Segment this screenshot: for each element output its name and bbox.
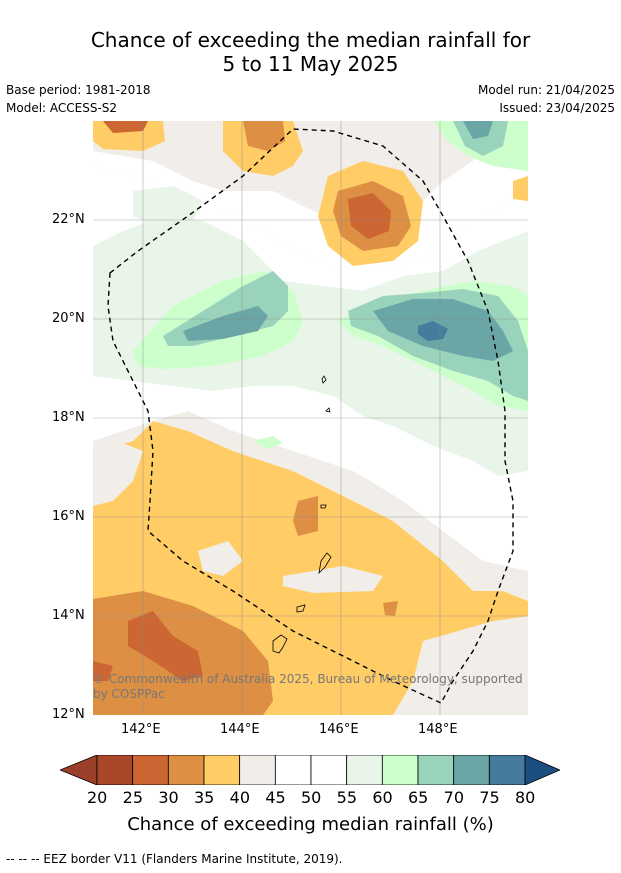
colorbar-cell [453,755,490,785]
model-run: Model run: 21/04/2025 [477,83,615,97]
region-70-75-north [463,121,493,139]
colorbar-tick-label: 65 [408,788,429,807]
colorbar-cell [381,755,419,785]
region-40-45-left [93,441,143,506]
lat-label-22: 22°N [52,212,85,227]
region-65-70-north [453,121,508,156]
colorbar-tick-label: 40 [229,788,251,807]
colorbar-tick-label: 35 [194,788,215,807]
colorbar-cell [310,755,348,785]
colorbar-tick-label: 20 [87,788,108,807]
lon-label-144: 144°E [220,722,260,737]
colorbar-cell [167,755,205,785]
region-60-65-small [253,436,283,449]
colorbar-cell [132,755,169,785]
colorbar-cell [274,755,312,785]
meta-right: Model run: 21/04/2025 Issued: 23/04/2025 [478,81,615,117]
colorbar-cell [417,755,455,785]
region-40-45-south-edge [93,411,528,601]
colorbar-cell [239,755,276,785]
colorbar-low-extend [60,755,98,785]
colorbar-cell [203,755,241,785]
rainfall-map [93,121,528,715]
colorbar-high-extend [524,755,560,785]
lon-label-146: 146°E [319,722,359,737]
colorbar-title: Chance of exceeding median rainfall (%) [127,814,494,835]
colorbar-tick-label: 80 [515,788,536,807]
colorbar [60,755,560,785]
region-25-30-center [348,193,391,239]
lat-label-16: 16°N [52,509,85,524]
region-30-35-patch [293,496,318,536]
eez-footer-note: -- -- -- EEZ border V11 (Flanders Marine… [6,852,343,866]
lat-label-12: 12°N [52,707,85,722]
region-25-30-sw [128,611,203,681]
colorbar-cell [488,755,526,785]
lat-label-18: 18°N [52,410,85,425]
copyright-notice: © Commonwealth of Australia 2025, Bureau… [93,672,523,702]
copyright-line-2: by COSPPac [93,687,165,701]
meta-left: Base period: 1981-2018 Model: ACCESS-S2 [6,81,151,117]
colorbar-cell [346,755,383,785]
issued-date: Issued: 23/04/2025 [499,101,615,115]
graticule [93,121,528,715]
lon-label-142: 142°E [121,722,161,737]
colorbar-tick-label: 45 [265,788,286,807]
region-25-30-nw [103,121,148,133]
colorbar-tick-label: 30 [158,788,179,807]
region-white-north [93,131,528,271]
map-title: Chance of exceeding the median rainfall … [0,28,621,76]
colorbar-tick-label: 70 [443,788,465,807]
lat-label-20: 20°N [52,311,85,326]
colorbar-tick-label: 50 [301,788,322,807]
region-25-30-sw-2 [93,661,113,681]
colorbar-tick-label: 25 [122,788,144,807]
region-white-mid [223,386,528,501]
region-30-35-north [243,121,285,151]
region-40-45-patch-2 [283,566,383,593]
copyright-line-1: © Commonwealth of Australia 2025, Bureau… [93,672,523,686]
colorbar-tick-label: 55 [336,788,358,807]
region-55-60 [93,216,528,476]
base-period: Base period: 1981-2018 [6,83,151,97]
region-70-75-left [183,306,268,341]
colorbar-tick-label: 60 [372,788,393,807]
lon-label-148: 148°E [418,722,458,737]
title-line-2: 5 to 11 May 2025 [222,52,399,76]
title-line-1: Chance of exceeding the median rainfall … [90,28,531,52]
region-40-45-patch-1 [198,541,243,576]
model-name: Model: ACCESS-S2 [6,101,118,115]
region-30-35-patch-2 [383,601,398,616]
region-40-45-lower-right [393,616,528,715]
region-75-80-right [418,321,448,341]
region-35-40-ne-patch [513,176,528,201]
region-55-60-north-left [133,186,203,226]
islands [272,375,332,654]
eez-border [107,128,514,704]
colorbar-cell [96,755,134,785]
colorbar-tick-label: 75 [479,788,500,807]
lat-label-14: 14°N [52,608,85,623]
